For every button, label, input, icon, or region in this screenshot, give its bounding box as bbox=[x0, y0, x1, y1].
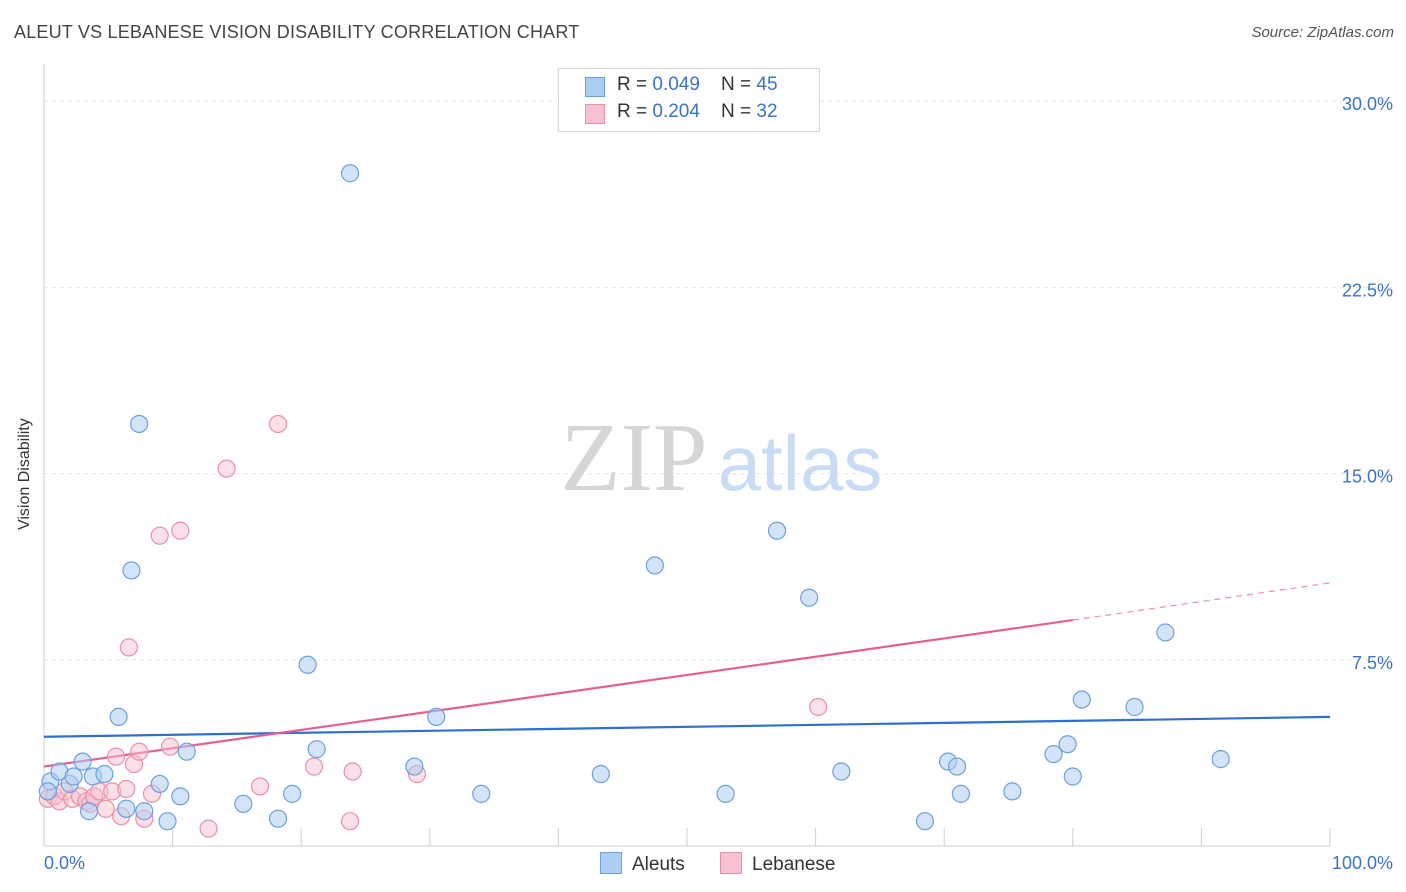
legend-n-label: N = bbox=[721, 101, 757, 122]
lebanese-point bbox=[809, 697, 828, 717]
lebanese-point bbox=[304, 757, 324, 776]
aleut-point bbox=[307, 740, 326, 759]
axes bbox=[43, 64, 1331, 847]
aleut-point bbox=[1003, 782, 1022, 801]
x-tick-label: 0.0% bbox=[44, 853, 85, 873]
aleut-point bbox=[591, 764, 610, 784]
legend-r-label: R = bbox=[617, 101, 653, 122]
aleut-point bbox=[767, 521, 787, 540]
aleut-point bbox=[122, 561, 141, 580]
aleut-point bbox=[1044, 745, 1063, 764]
aleut-point bbox=[427, 707, 446, 727]
legend-r-label: R = bbox=[617, 74, 653, 95]
lebanese-point bbox=[340, 812, 360, 831]
aleut-point bbox=[95, 764, 114, 784]
trend-lines bbox=[43, 582, 1331, 768]
legend-item-aleuts[interactable]: Aleuts bbox=[600, 852, 685, 876]
watermark-zip: ZIP bbox=[561, 404, 708, 512]
aleut-point bbox=[38, 782, 57, 801]
y-tick-label: 22.5% bbox=[1342, 280, 1393, 300]
aleut-point bbox=[1211, 750, 1230, 769]
stats-legend: R = 0.049 N = 45 R = 0.204 N = 32 bbox=[558, 68, 820, 132]
aleut-point bbox=[171, 787, 190, 806]
aleut-point bbox=[109, 707, 128, 727]
legend-n-value: 45 bbox=[756, 74, 778, 95]
watermark-atlas: atlas bbox=[718, 419, 883, 507]
aleut-point bbox=[64, 767, 83, 786]
grid-lines bbox=[44, 100, 1392, 661]
y-tick-label: 15.0% bbox=[1342, 467, 1393, 487]
x-tick-label: 100.0% bbox=[1332, 853, 1393, 873]
aleut-point bbox=[645, 556, 664, 575]
lebanese-point bbox=[119, 638, 138, 657]
lebanese-swatch bbox=[720, 852, 742, 874]
aleut-point bbox=[832, 762, 851, 781]
source-label: Source: ZipAtlas.com bbox=[1251, 24, 1394, 41]
lebanese-point bbox=[150, 526, 169, 545]
y-axis-label: Vision Disability bbox=[16, 418, 33, 530]
watermark: ZIP atlas bbox=[561, 404, 883, 512]
lebanese-point bbox=[250, 777, 270, 796]
aleut-point bbox=[472, 784, 491, 803]
aleut-point bbox=[130, 414, 149, 434]
aleut-point bbox=[268, 809, 288, 828]
lebanese-trend-extension bbox=[1072, 582, 1331, 621]
chart-title: ALEUT VS LEBANESE VISION DISABILITY CORR… bbox=[14, 22, 580, 42]
x-tick-labels: 0.0% 100.0% bbox=[44, 853, 1393, 873]
aleut-point bbox=[915, 812, 935, 831]
lebanese-point bbox=[199, 819, 218, 838]
aleut-swatch bbox=[585, 77, 605, 97]
aleut-point bbox=[1072, 690, 1091, 709]
aleut-point bbox=[117, 799, 136, 818]
legend-label-aleuts: Aleuts bbox=[632, 854, 685, 875]
aleut-point bbox=[158, 812, 177, 831]
aleut-swatch bbox=[600, 852, 622, 874]
legend-r-value: 0.204 bbox=[652, 101, 700, 122]
legend-item-lebanese[interactable]: Lebanese bbox=[720, 852, 835, 876]
lebanese-trend-line bbox=[43, 618, 1073, 768]
lebanese-point bbox=[171, 521, 190, 540]
aleut-point bbox=[177, 742, 196, 761]
lebanese-point bbox=[130, 742, 149, 761]
lebanese-point bbox=[106, 747, 126, 766]
aleut-point bbox=[298, 655, 317, 674]
aleut-point bbox=[73, 752, 92, 771]
legend-r-value: 0.049 bbox=[652, 74, 700, 95]
y-tick-label: 30.0% bbox=[1342, 94, 1393, 114]
lebanese-point bbox=[96, 799, 115, 818]
lebanese-point bbox=[268, 414, 288, 434]
aleut-points bbox=[38, 164, 1230, 831]
legend-n-label: N = bbox=[721, 74, 757, 95]
aleut-trend-line bbox=[43, 715, 1331, 738]
y-tick-labels: 7.5% 15.0% 22.5% 30.0% bbox=[1342, 94, 1393, 673]
aleut-point bbox=[79, 802, 99, 821]
aleut-point bbox=[951, 784, 971, 803]
aleut-point bbox=[234, 794, 253, 813]
aleut-point bbox=[340, 164, 360, 183]
aleut-point bbox=[1058, 735, 1077, 754]
lebanese-point bbox=[160, 737, 180, 756]
aleut-point bbox=[1125, 697, 1144, 717]
y-tick-label: 7.5% bbox=[1352, 653, 1393, 673]
aleut-point bbox=[283, 784, 302, 803]
y-axis-label-wrap: Vision Disability bbox=[16, 418, 36, 540]
lebanese-points bbox=[38, 414, 828, 838]
legend-label-lebanese: Lebanese bbox=[752, 854, 836, 875]
lebanese-point bbox=[343, 762, 362, 781]
aleut-point bbox=[1063, 767, 1082, 786]
lebanese-swatch bbox=[585, 104, 605, 124]
aleut-point bbox=[716, 784, 735, 803]
lebanese-point bbox=[117, 779, 136, 799]
legend-n-value: 32 bbox=[756, 101, 778, 122]
lebanese-point bbox=[217, 459, 236, 478]
aleut-point bbox=[405, 757, 424, 776]
aleut-point bbox=[135, 802, 154, 821]
aleut-point bbox=[800, 588, 819, 607]
aleut-point bbox=[1156, 623, 1175, 642]
aleut-point bbox=[150, 774, 169, 794]
aleut-point bbox=[947, 757, 967, 776]
